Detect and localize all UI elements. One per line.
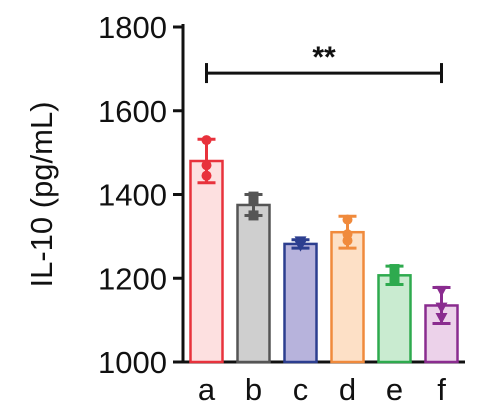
data-point-b	[248, 195, 259, 206]
axes: 1000 1200 1400 1600 1800 a b c d e f	[98, 10, 465, 407]
bar-b	[236, 203, 271, 364]
x-tick-label-e: e	[386, 372, 403, 407]
significance-annotation: **	[205, 41, 443, 84]
y-tick-label: 1800	[98, 10, 167, 45]
data-point-e	[389, 269, 400, 280]
significance-label: **	[312, 41, 336, 74]
y-tick-label: 1000	[98, 345, 167, 380]
x-tick-label-f: f	[437, 372, 446, 407]
bar-e	[377, 274, 412, 364]
data-point-f	[435, 285, 448, 297]
data-point-e	[389, 264, 400, 275]
y-axis-title: IL-10 (pg/mL)	[24, 101, 59, 287]
y-tick-label: 1200	[98, 261, 167, 296]
data-point-a	[201, 160, 212, 171]
bar-c	[283, 242, 318, 364]
data-point-b	[248, 210, 259, 221]
y-tick-label: 1400	[98, 178, 167, 213]
bar-d	[330, 230, 365, 364]
data-point-e	[389, 275, 400, 286]
x-tick-label-a: a	[198, 372, 216, 407]
data-point-c	[294, 238, 307, 250]
data-point-a	[201, 135, 212, 146]
data-point-f	[435, 302, 448, 314]
bar-a	[189, 159, 224, 364]
data-point-d	[342, 214, 353, 225]
x-tick-label-b: b	[245, 372, 262, 407]
data-point-a	[201, 170, 212, 181]
y-tick-label: 1600	[98, 94, 167, 129]
data-point-d	[342, 229, 353, 240]
x-tick-label-d: d	[339, 372, 356, 407]
data-point-f	[435, 313, 448, 325]
x-tick-label-c: c	[293, 372, 309, 407]
bars	[189, 135, 459, 364]
